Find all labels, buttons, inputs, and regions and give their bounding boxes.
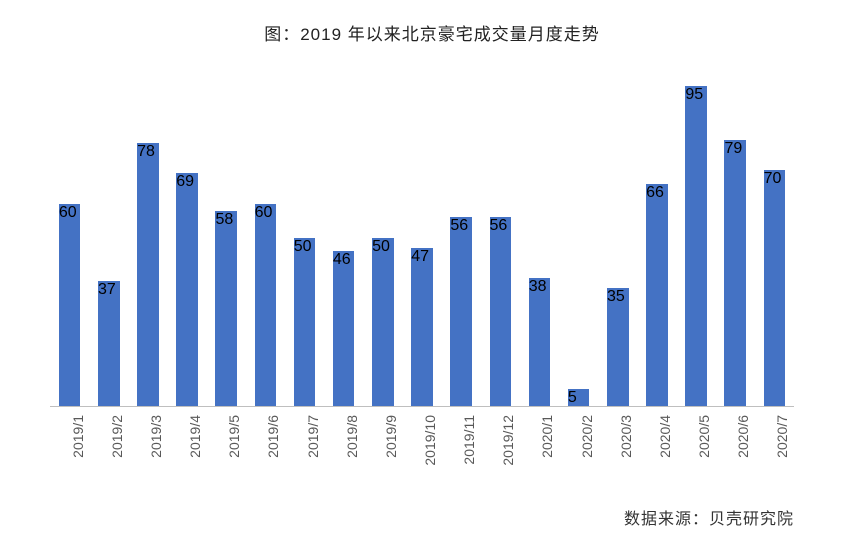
bar-slot: 95 (677, 70, 716, 406)
bar-slot: 35 (598, 70, 637, 406)
x-axis-label: 2020/7 (774, 415, 790, 458)
bar: 60 (255, 204, 277, 406)
chart-container: 图：2019 年以来北京豪宅成交量月度走势 603778695860504650… (0, 0, 864, 557)
x-axis-label: 2019/10 (422, 415, 438, 466)
bar: 56 (490, 217, 512, 406)
bar: 50 (372, 238, 394, 407)
x-label-slot: 2019/9 (363, 407, 402, 557)
x-axis-label: 2019/4 (187, 415, 203, 458)
x-axis-label: 2020/2 (579, 415, 595, 458)
bar: 78 (137, 143, 159, 406)
bar: 35 (607, 288, 629, 406)
bar: 56 (450, 217, 472, 406)
bar: 58 (215, 211, 237, 406)
bar-slot: 50 (285, 70, 324, 406)
bar-slot: 38 (520, 70, 559, 406)
x-label-slot: 2019/10 (402, 407, 441, 557)
bar-slot: 79 (716, 70, 755, 406)
x-label-slot: 2020/1 (520, 407, 559, 557)
x-label-slot: 2019/6 (246, 407, 285, 557)
x-label-slot: 2019/11 (442, 407, 481, 557)
x-axis-label: 2019/8 (344, 415, 360, 458)
bar-slot: 60 (50, 70, 89, 406)
x-axis-label: 2020/5 (696, 415, 712, 458)
x-label-slot: 2019/4 (167, 407, 206, 557)
x-label-slot: 2019/7 (285, 407, 324, 557)
x-label-slot: 2020/6 (716, 407, 755, 557)
x-axis-label: 2020/6 (735, 415, 751, 458)
x-axis-label: 2020/3 (618, 415, 634, 458)
x-label-slot: 2019/3 (128, 407, 167, 557)
x-axis-label: 2019/5 (226, 415, 242, 458)
x-axis-labels: 2019/1 2019/2 2019/3 2019/4 2019/5 2019/6 2019… (50, 407, 794, 557)
x-axis-label: 2020/4 (657, 415, 673, 458)
x-axis-label: 2019/9 (383, 415, 399, 458)
bar: 46 (333, 251, 355, 406)
x-label-slot: 2019/8 (324, 407, 363, 557)
x-label-slot: 2019/12 (481, 407, 520, 557)
bar-slot: 47 (402, 70, 441, 406)
x-axis-label: 2020/1 (539, 415, 555, 458)
x-label-slot: 2020/5 (677, 407, 716, 557)
chart-title: 图：2019 年以来北京豪宅成交量月度走势 (0, 20, 864, 45)
x-axis-label: 2019/12 (500, 415, 516, 466)
bar: 66 (646, 184, 668, 406)
bar-slot: 58 (207, 70, 246, 406)
bar-slot: 69 (167, 70, 206, 406)
bars-group: 6037786958605046504756563853566957970 (50, 70, 794, 406)
bar-slot: 66 (637, 70, 676, 406)
x-label-slot: 2019/2 (89, 407, 128, 557)
bar-slot: 50 (363, 70, 402, 406)
bar: 95 (685, 86, 707, 406)
bar-slot: 5 (559, 70, 598, 406)
bar: 37 (98, 281, 120, 406)
x-axis-label: 2019/6 (265, 415, 281, 458)
bar: 70 (764, 170, 786, 406)
bar-slot: 56 (481, 70, 520, 406)
x-label-slot: 2020/3 (598, 407, 637, 557)
bar: 79 (724, 140, 746, 406)
x-label-slot: 2020/4 (637, 407, 676, 557)
bar: 47 (411, 248, 433, 406)
x-label-slot: 2020/7 (755, 407, 794, 557)
x-axis-label: 2019/7 (305, 415, 321, 458)
data-source: 数据来源：贝壳研究院 (624, 505, 794, 529)
bar: 69 (176, 173, 198, 406)
bar-slot: 60 (246, 70, 285, 406)
x-label-slot: 2020/2 (559, 407, 598, 557)
bar: 60 (59, 204, 81, 406)
x-axis-label: 2019/3 (148, 415, 164, 458)
bar-slot: 56 (442, 70, 481, 406)
bar-slot: 37 (89, 70, 128, 406)
x-axis-label: 2019/1 (70, 415, 86, 458)
plot-area: 6037786958605046504756563853566957970 (50, 70, 794, 407)
x-axis-label: 2019/2 (109, 415, 125, 458)
bar-slot: 78 (128, 70, 167, 406)
bar: 5 (568, 389, 590, 406)
x-axis-label: 2019/11 (461, 415, 477, 465)
bar-slot: 70 (755, 70, 794, 406)
x-label-slot: 2019/1 (50, 407, 89, 557)
x-label-slot: 2019/5 (207, 407, 246, 557)
bar: 38 (529, 278, 551, 406)
bar: 50 (294, 238, 316, 407)
bar-slot: 46 (324, 70, 363, 406)
